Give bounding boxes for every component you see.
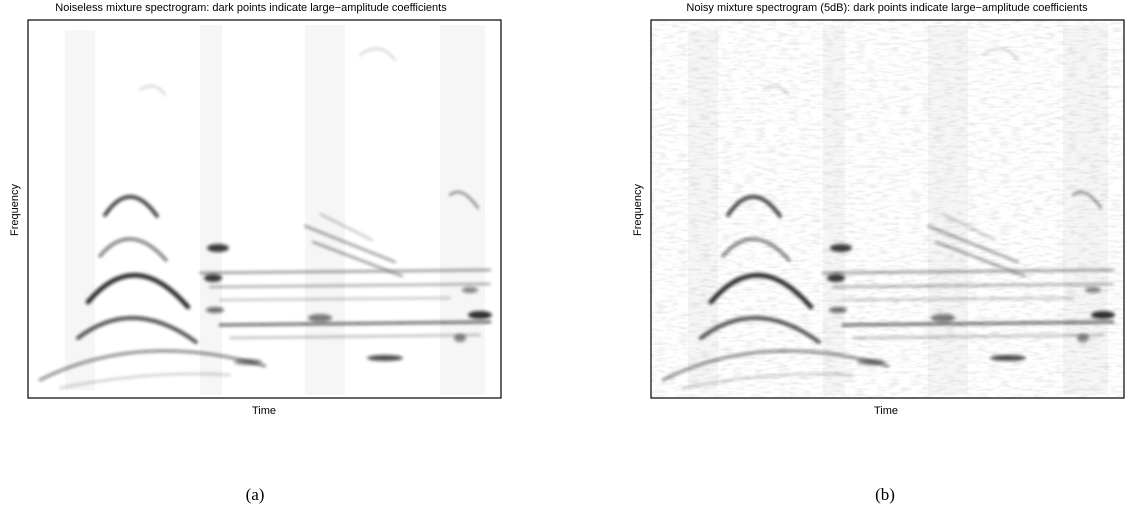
panel-title: Noiseless mixture spectrogram: dark poin… [55, 2, 447, 14]
plot-frame [27, 19, 502, 399]
panel-a: Noiseless mixture spectrogram: dark poin… [9, 2, 502, 504]
y-axis-label: Frequency [632, 184, 644, 236]
x-axis-label: Time [252, 405, 276, 417]
caption: (a) [246, 485, 265, 504]
spectrogram [40, 25, 492, 395]
caption: (b) [875, 485, 895, 504]
noise-texture [651, 20, 1124, 398]
panel-b: Noisy mixture spectrogram (5dB): dark po… [632, 2, 1125, 504]
x-axis-label: Time [874, 405, 898, 417]
y-axis-label: Frequency [9, 184, 21, 236]
panel-title: Noisy mixture spectrogram (5dB): dark po… [686, 2, 1088, 14]
plot-frame [650, 19, 1125, 399]
